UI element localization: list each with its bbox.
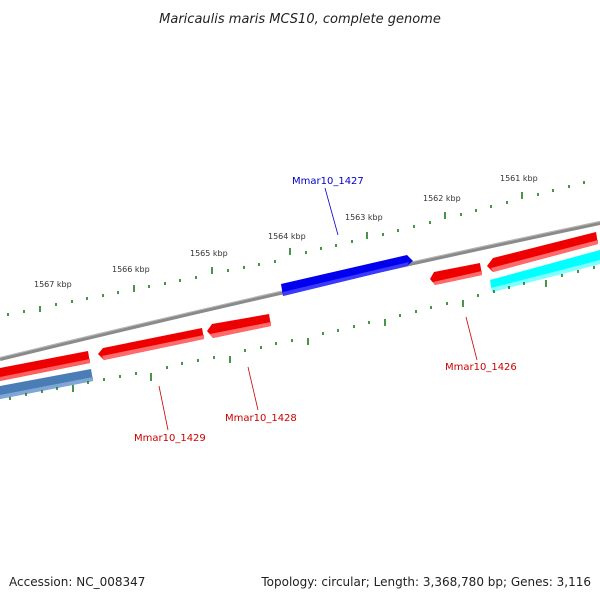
scale-label: 1563 kbp — [345, 213, 383, 222]
gene-label-mmar10-1429[interactable]: Mmar10_1429 — [134, 433, 206, 444]
accession-text: Accession: NC_008347 — [9, 575, 145, 589]
reverse-genes — [0, 232, 600, 399]
gene-mmar10-1426[interactable] — [430, 263, 482, 285]
forward-genes — [281, 255, 413, 296]
leader-mmar10-1426 — [465, 316, 478, 361]
label-leaders — [158, 187, 478, 431]
gene-shade — [433, 271, 482, 285]
summary-text: Topology: circular; Length: 3,368,780 bp… — [260, 575, 591, 589]
scale-label: 1566 kbp — [112, 265, 150, 274]
gene-shade — [283, 262, 409, 296]
gene-shade — [102, 335, 204, 360]
gene-shade — [0, 359, 90, 381]
gene-label-mmar10-1428[interactable]: Mmar10_1428 — [225, 413, 297, 424]
gene-shade — [491, 240, 598, 272]
gene-label-mmar10-1427[interactable]: Mmar10_1427 — [292, 176, 364, 187]
inner-scale-ticks — [9, 266, 595, 400]
outer-scale-ticks — [7, 181, 585, 316]
scale-label: 1564 kbp — [268, 232, 306, 241]
leader-mmar10-1429 — [158, 385, 169, 431]
scale-label: 1567 kbp — [34, 280, 72, 289]
scale-labels: 1561 kbp 1562 kbp 1563 kbp 1564 kbp 1565… — [34, 174, 538, 289]
scale-label: 1565 kbp — [190, 249, 228, 258]
gene-label-mmar10-1426[interactable]: Mmar10_1426 — [445, 362, 517, 373]
leader-mmar10-1428 — [247, 366, 259, 411]
gene-shade — [0, 377, 93, 399]
scale-label: 1561 kbp — [500, 174, 538, 183]
scale-label: 1562 kbp — [423, 194, 461, 203]
gene-shade — [210, 322, 271, 338]
gene-shade — [491, 260, 600, 292]
leader-mmar10-1427 — [324, 187, 339, 236]
map-title: Maricaulis maris MCS10, complete genome — [159, 12, 441, 27]
